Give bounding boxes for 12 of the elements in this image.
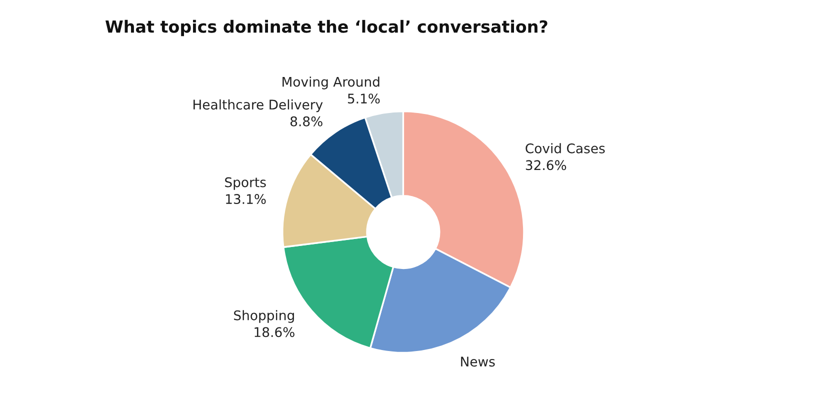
data-label: 8.8% (290, 116, 322, 126)
data-label: 18.6% (254, 327, 294, 338)
slice-label: Covid Cases (526, 143, 605, 154)
slice-label: Moving Around (282, 76, 380, 90)
slice-label: Sports (225, 177, 266, 190)
data-label: 32.6% (526, 160, 566, 170)
slice-label: Healthcare Delivery (194, 99, 323, 112)
data-label: 5.1% (348, 94, 380, 104)
slice-label: Shopping (234, 310, 294, 323)
data-label: 13.1% (226, 194, 266, 204)
chart-title: What topics dominate the ‘local’ conversation? (105, 20, 548, 36)
slice-label: News (461, 356, 495, 367)
